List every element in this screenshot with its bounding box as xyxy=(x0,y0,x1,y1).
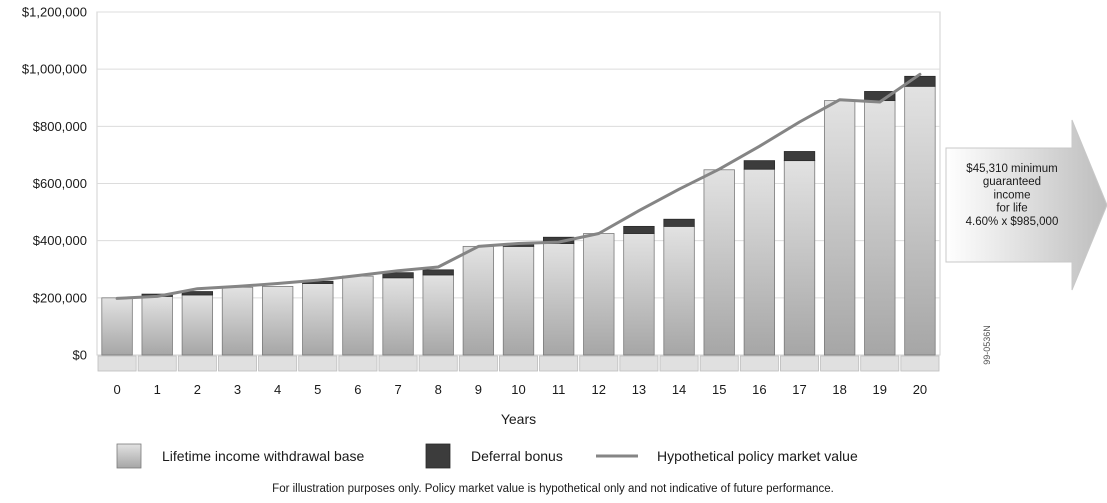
x-axis-band-cell xyxy=(137,355,177,372)
legend-label: Lifetime income withdrawal base xyxy=(162,448,365,464)
x-axis-band-cell xyxy=(739,355,779,372)
x-tick-label: 0 xyxy=(113,382,120,397)
x-tick-label: 20 xyxy=(913,382,927,397)
bar-deferral-bonus xyxy=(623,225,655,234)
bar-withdrawal-base xyxy=(302,283,334,356)
x-tick-label: 16 xyxy=(752,382,766,397)
x-axis-band-cell xyxy=(780,355,819,372)
x-tick-label: 8 xyxy=(435,382,442,397)
x-tick-label: 14 xyxy=(672,382,686,397)
x-tick-label: 15 xyxy=(712,382,726,397)
y-tick-label: $1,000,000 xyxy=(22,62,87,77)
x-tick-label: 18 xyxy=(832,382,846,397)
market-value-line xyxy=(115,72,922,300)
y-tick-label: $600,000 xyxy=(33,176,87,191)
x-tick-label: 6 xyxy=(354,382,361,397)
callout-line: income xyxy=(993,189,1030,201)
x-axis-band-cell xyxy=(458,355,498,372)
x-tick-label: 13 xyxy=(632,382,646,397)
x-axis-band-cell xyxy=(177,355,217,372)
bar-deferral-bonus xyxy=(181,291,214,296)
bar-deferral-bonus xyxy=(783,151,816,162)
bar-deferral-bonus xyxy=(904,75,936,87)
legend: Lifetime income withdrawal base Deferral … xyxy=(116,443,858,469)
x-axis-band-cell xyxy=(579,355,619,372)
y-tick-label: $800,000 xyxy=(33,119,87,134)
bar-withdrawal-base xyxy=(221,286,254,356)
bar-withdrawal-base xyxy=(542,243,575,356)
x-tick-label: 3 xyxy=(234,382,241,397)
x-axis-band-cell xyxy=(298,355,338,372)
callout-line: guaranteed xyxy=(983,176,1041,188)
legend-swatch-withdrawal-base xyxy=(116,443,142,469)
bar-deferral-bonus xyxy=(743,160,776,170)
bar-withdrawal-base xyxy=(783,160,816,356)
x-axis-band-cell xyxy=(539,355,579,372)
x-axis-band-cell xyxy=(218,355,257,372)
x-axis-band-cell xyxy=(619,355,659,372)
bar-withdrawal-base xyxy=(342,275,374,356)
x-tick-label: 4 xyxy=(274,382,281,397)
x-axis-band-cell xyxy=(338,355,378,372)
bar-withdrawal-base xyxy=(141,296,173,356)
bar-deferral-bonus xyxy=(663,218,695,227)
x-tick-label: 10 xyxy=(511,382,525,397)
bar-deferral-bonus xyxy=(382,272,414,279)
x-tick-label: 7 xyxy=(394,382,401,397)
legend-label: Deferral bonus xyxy=(471,448,563,464)
bar-withdrawal-base xyxy=(864,100,896,356)
callout-line: 4.60% x $985,000 xyxy=(966,216,1059,228)
bar-withdrawal-base xyxy=(703,169,735,356)
bar-withdrawal-base xyxy=(181,294,214,356)
bar-withdrawal-base xyxy=(101,297,133,356)
bar-withdrawal-base xyxy=(502,245,535,356)
x-axis-band-cell xyxy=(820,355,860,372)
x-axis-band-cell xyxy=(258,355,298,372)
bar-withdrawal-base xyxy=(623,233,655,356)
bar-withdrawal-base xyxy=(663,225,695,356)
x-axis-title: Years xyxy=(501,411,536,427)
x-tick-label: 12 xyxy=(592,382,606,397)
bar-deferral-bonus xyxy=(422,269,454,276)
y-tick-label: $200,000 xyxy=(33,290,87,305)
bar-withdrawal-base xyxy=(743,168,776,356)
callout-line: $45,310 minimum xyxy=(966,163,1057,175)
callout-arrow-shape xyxy=(945,119,1107,291)
x-tick-label: 17 xyxy=(792,382,806,397)
bar-withdrawal-base xyxy=(462,245,495,356)
bar-withdrawal-base xyxy=(823,100,856,356)
series-line-market-value xyxy=(115,72,922,300)
legend-swatch-deferral-bonus xyxy=(425,443,451,469)
x-tick-label: 9 xyxy=(475,382,482,397)
x-tick-label: 11 xyxy=(552,382,566,397)
footnote: For illustration purposes only. Policy m… xyxy=(272,483,834,495)
bar-withdrawal-base xyxy=(382,277,414,356)
y-tick-label: $400,000 xyxy=(33,233,87,248)
callout-line: for life xyxy=(996,203,1027,215)
x-axis-band-cell xyxy=(418,355,458,372)
y-tick-label: $1,200,000 xyxy=(22,5,87,20)
bar-withdrawal-base xyxy=(422,274,454,356)
bar-withdrawal-base xyxy=(261,285,294,356)
x-axis-band-cell xyxy=(499,355,538,372)
x-tick-label: 2 xyxy=(194,382,201,397)
x-tick-label: 5 xyxy=(314,382,321,397)
x-axis-band-cell xyxy=(699,355,739,372)
axes: $0 $200,000 $400,000 $600,000 $800,000 $1,000… xyxy=(22,5,940,397)
x-axis-band-cell xyxy=(659,355,699,372)
x-tick-label: 19 xyxy=(873,382,887,397)
bar-withdrawal-base xyxy=(583,233,615,356)
y-tick-label: $0 xyxy=(73,348,87,363)
x-axis-band-cell xyxy=(860,355,900,372)
bars xyxy=(101,75,936,356)
x-axis-band-cell xyxy=(900,355,940,372)
bar-withdrawal-base xyxy=(904,85,936,356)
x-axis-band-cell xyxy=(97,355,137,372)
figure-code: 99-0536N xyxy=(982,325,992,365)
x-tick-label: 1 xyxy=(154,382,161,397)
x-axis-band-cell xyxy=(378,355,418,372)
legend-label: Hypothetical policy market value xyxy=(657,448,858,464)
